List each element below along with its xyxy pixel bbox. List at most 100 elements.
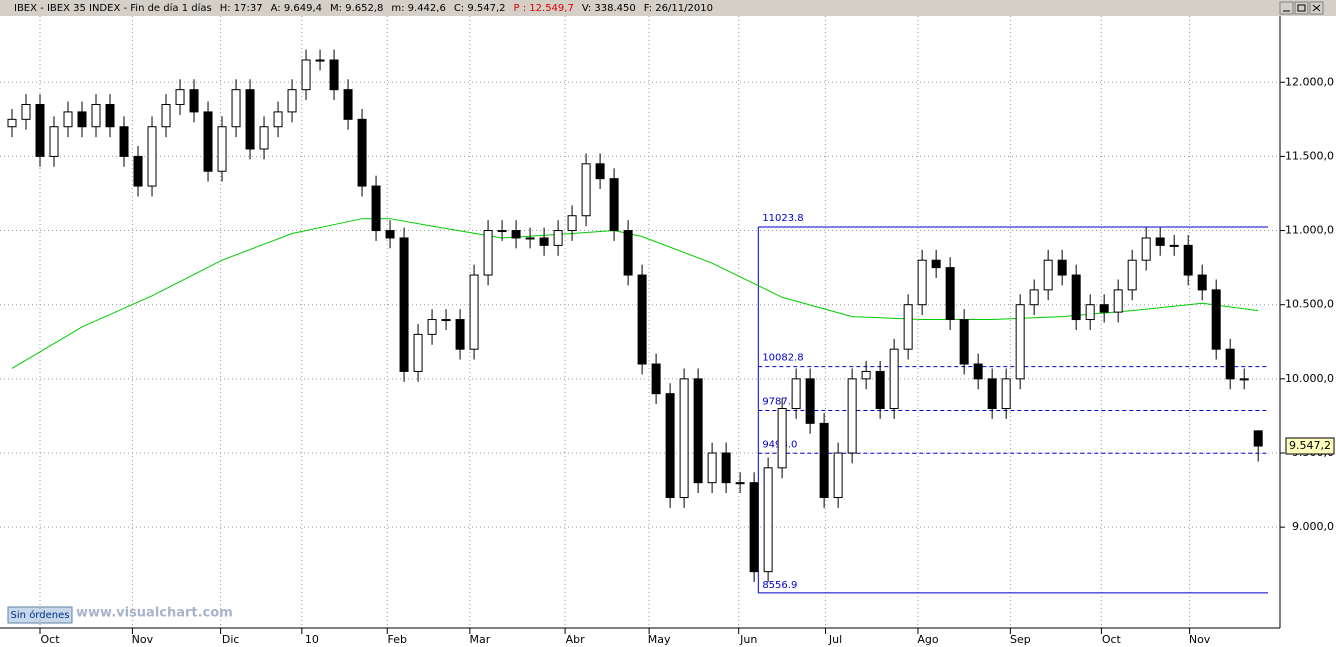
candle-body [539, 237, 549, 246]
header-field: M: 9.652,8 [330, 3, 383, 14]
candle-body [1057, 259, 1067, 276]
maximize-button[interactable] [1294, 1, 1309, 15]
candle-body [1071, 274, 1081, 321]
candle-body [721, 452, 731, 484]
minimize-button[interactable] [1279, 1, 1294, 15]
y-tick-label: 9.000,0 [1292, 520, 1334, 533]
header: IBEX - IBEX 35 INDEX - Fin de día 1 días… [14, 2, 713, 14]
candle-body [595, 163, 605, 180]
x-tick-label: Mar [469, 633, 490, 646]
candle-body [679, 378, 689, 498]
candle-body [623, 230, 633, 276]
header-field: P : 12.549,7 [514, 3, 574, 14]
last-price-label: 9.547,2 [1289, 439, 1331, 452]
orders-button[interactable] [7, 606, 73, 624]
header-field: C: 9.547,2 [454, 3, 506, 14]
candle-body [1113, 289, 1123, 313]
candle-body [161, 103, 171, 128]
x-tick-label: Oct [40, 633, 60, 646]
candle-body [819, 422, 829, 498]
candle-body [805, 378, 815, 424]
y-tick-label: 11.500,0 [1285, 149, 1334, 162]
candle-body [665, 393, 675, 498]
x-tick-label: Dic [222, 633, 240, 646]
candle-body [455, 319, 465, 350]
maximize-icon [1297, 4, 1306, 12]
candle-body [175, 89, 185, 105]
candle-body [791, 378, 801, 410]
candle-body [413, 333, 423, 372]
candle-body [441, 319, 451, 322]
candle-body [875, 370, 885, 410]
x-tick-label: Nov [1189, 633, 1211, 646]
title-bar [0, 0, 1336, 16]
level-label: 8556.9 [762, 580, 797, 591]
candle-body [147, 126, 157, 187]
candle-body [1253, 430, 1263, 447]
candle-body [301, 59, 311, 91]
header-field: F: 26/11/2010 [644, 3, 713, 14]
candle-body [7, 118, 17, 128]
candle-body [329, 59, 339, 91]
candle-body [1183, 244, 1193, 276]
candle-body [735, 482, 745, 485]
last-price-box [1285, 437, 1335, 455]
candle-body [917, 259, 927, 306]
candle-body [203, 111, 213, 172]
x-tick-label: Abr [566, 633, 586, 646]
watermark: www.visualchart.com [76, 606, 233, 621]
candle-body [609, 178, 619, 232]
candle-body [525, 237, 535, 240]
candle-body [987, 378, 997, 410]
candle-body [749, 482, 759, 573]
candle-body [511, 230, 521, 239]
y-tick-label: 10.500,0 [1285, 298, 1334, 311]
candle-body [483, 230, 493, 276]
level-label: 11023.8 [762, 213, 803, 224]
x-tick-label: Nov [132, 633, 154, 646]
candle-body [693, 378, 703, 484]
candle-body [399, 237, 409, 372]
candle-body [21, 103, 31, 120]
orders-button-label[interactable]: Sin órdenes [11, 609, 70, 621]
candle-body [385, 230, 395, 239]
header-field: H: 17:37 [220, 3, 263, 14]
candle-body [1015, 304, 1025, 380]
x-tick-label: Ago [917, 633, 939, 646]
candle-body [371, 185, 381, 232]
candle-body [49, 126, 59, 157]
candle-body [973, 363, 983, 380]
window-buttons[interactable] [1279, 1, 1324, 15]
candle-body [343, 89, 353, 120]
y-tick-label: 11.000,0 [1285, 224, 1334, 237]
candle-body [1099, 304, 1109, 313]
header-field: V: 338.450 [582, 3, 636, 14]
candle-body [497, 230, 507, 233]
level-label: 9787.0 [762, 396, 797, 407]
x-tick-label: Sep [1010, 633, 1031, 646]
candle-body [1043, 259, 1053, 291]
candle-body [1197, 274, 1207, 291]
moving-average [11, 218, 1259, 369]
candle-body [259, 126, 269, 150]
candle-body [231, 89, 241, 128]
candle-body [189, 89, 199, 113]
candle-body [427, 319, 437, 335]
candle-body [245, 89, 255, 150]
candle-body [567, 215, 577, 232]
candle-body [903, 304, 913, 350]
candle-body [315, 59, 325, 62]
candle-body [77, 111, 87, 128]
candle-body [91, 103, 101, 128]
candle-body [217, 126, 227, 172]
candle-body [1225, 348, 1235, 380]
candle-body [777, 408, 787, 469]
candle-body [861, 370, 871, 380]
candle-body [581, 163, 591, 217]
candle-body [707, 452, 717, 484]
candle-body [637, 274, 647, 365]
candle-body [959, 319, 969, 365]
candle-body [469, 274, 479, 350]
